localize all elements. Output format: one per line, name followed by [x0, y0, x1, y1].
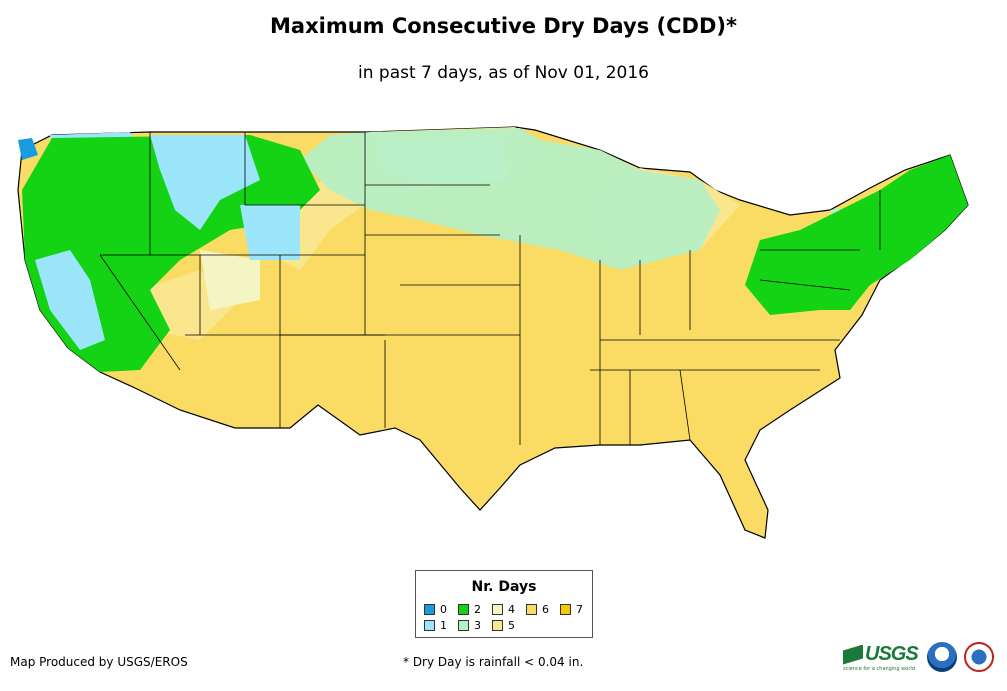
legend-swatch	[492, 604, 503, 615]
legend-swatch	[424, 604, 435, 615]
legend-item-0: 0	[424, 603, 447, 616]
dry-day-note: * Dry Day is rainfall < 0.04 in.	[403, 655, 584, 669]
legend-item-6: 6	[526, 603, 549, 616]
legend-swatch	[424, 620, 435, 631]
nws-logo-icon	[964, 642, 994, 672]
cdd-map	[17, 126, 969, 539]
legend-item-2: 2	[458, 603, 481, 616]
noaa-logo-icon	[927, 642, 957, 672]
legend-label: 5	[508, 619, 515, 632]
legend-item-3: 3	[458, 619, 481, 632]
legend-swatch	[492, 620, 503, 631]
map-credit: Map Produced by USGS/EROS	[10, 655, 188, 669]
usgs-logo-text: USGS	[865, 643, 919, 665]
legend-items: 0 1 2 3 4 5 6 7	[424, 603, 592, 633]
legend-item-5: 5	[492, 619, 515, 632]
legend: Nr. Days 0 1 2 3 4 5 6 7	[415, 570, 593, 638]
usgs-logo: USGS	[843, 643, 919, 666]
usgs-tagline: science for a changing world	[843, 666, 915, 672]
legend-item-1: 1	[424, 619, 447, 632]
legend-title: Nr. Days	[471, 579, 537, 595]
legend-label: 0	[440, 603, 447, 616]
legend-swatch	[458, 620, 469, 631]
legend-swatch	[526, 604, 537, 615]
legend-label: 7	[576, 603, 583, 616]
legend-label: 1	[440, 619, 447, 632]
legend-label: 4	[508, 603, 515, 616]
legend-item-7: 7	[560, 603, 583, 616]
green-northeast	[745, 155, 968, 315]
legend-swatch	[560, 604, 571, 615]
legend-swatch	[458, 604, 469, 615]
usgs-mark-icon	[843, 644, 863, 665]
legend-label: 6	[542, 603, 549, 616]
map-subtitle: in past 7 days, as of Nov 01, 2016	[358, 63, 649, 83]
legend-label: 3	[474, 619, 481, 632]
legend-item-4: 4	[492, 603, 515, 616]
agency-logos: USGS science for a changing world	[843, 640, 1003, 680]
map-title: Maximum Consecutive Dry Days (CDD)*	[270, 14, 737, 38]
legend-label: 2	[474, 603, 481, 616]
